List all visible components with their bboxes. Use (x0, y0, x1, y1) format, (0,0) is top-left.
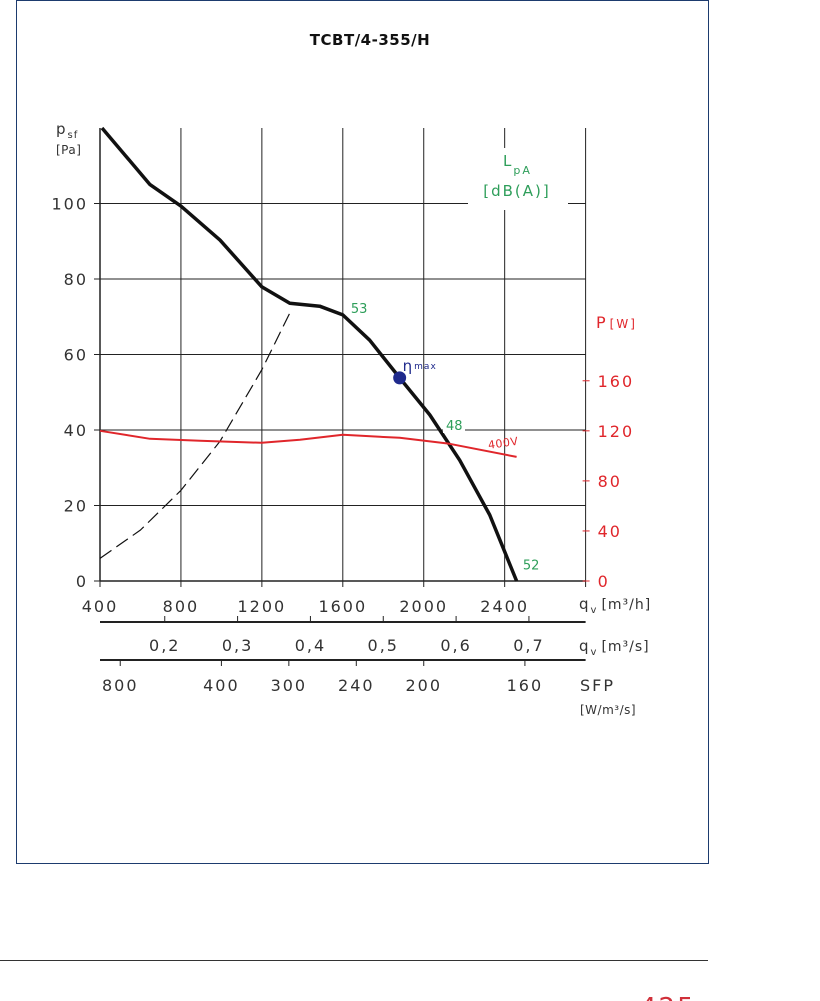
lpa-label-sub: pA (513, 164, 532, 177)
x2-tick-label: 0,2 (149, 636, 180, 655)
x-tick-label: 800 (163, 597, 200, 616)
series-line (100, 126, 519, 582)
x3-tick-label: 300 (271, 676, 308, 695)
y2-tick-label: 0 (598, 572, 610, 591)
x-tick-label: 1600 (318, 597, 367, 616)
series-line (99, 312, 291, 559)
x2-tick-label: 0,3 (222, 636, 253, 655)
lpa-value: 48 (446, 419, 463, 434)
x2-tick-label: 0,6 (440, 636, 471, 655)
x-label-unit: [m³/h] (601, 597, 651, 613)
y-label: psf (56, 120, 78, 141)
x3-tick-label: 800 (102, 676, 139, 695)
x2-tick-label: 0,4 (295, 636, 326, 655)
eta-symbol: η (403, 357, 415, 375)
y-tick-label: 100 (51, 195, 88, 214)
y2-tick-label: 40 (598, 522, 622, 541)
chart-title: TCBT/4-355/H (310, 31, 430, 49)
y2-label-unit: [W] (610, 317, 637, 331)
y-tick-label: 60 (64, 346, 88, 365)
y-label-sub: sf (68, 130, 79, 141)
x2-label-main: q (579, 637, 591, 655)
x3-tick-label: 200 (405, 676, 442, 695)
y-tick-label: 80 (64, 270, 88, 289)
x2-label: qv [m³/s] (579, 637, 650, 658)
x-tick-label: 400 (82, 597, 119, 616)
x-tick-label: 2000 (399, 597, 448, 616)
x-tick-label: 1200 (238, 597, 287, 616)
y-tick-label: 40 (64, 421, 88, 440)
x2-label-sub: v (591, 647, 598, 658)
page-number: 425 (640, 993, 696, 1001)
x2-label-unit: [m³/s] (601, 639, 649, 655)
x2-tick-label: 0,5 (368, 636, 399, 655)
eta-max-point (393, 371, 407, 385)
x-tick-label: 2400 (480, 597, 529, 616)
lpa-label: LpA (503, 152, 532, 177)
eta-max-label: ηmax (403, 357, 437, 375)
y2-tick-label: 80 (598, 472, 622, 491)
y-label-unit: [Pa] (56, 143, 81, 157)
lpa-value-bg (442, 418, 465, 433)
x3-label: SFP (580, 676, 615, 695)
y2-tick-label: 160 (598, 372, 635, 391)
x3-label-unit: [W/m³/s] (580, 703, 636, 717)
y2-label: P [W] (596, 313, 637, 332)
y-label-main: p (56, 120, 68, 138)
series-line (99, 429, 517, 458)
series-label: 400V (487, 435, 519, 452)
lpa-label-main: L (503, 152, 513, 170)
lpa-value: 52 (523, 559, 540, 574)
x-label: qv [m³/h] (579, 595, 651, 616)
y-tick-label: 0 (76, 572, 88, 591)
x3-tick-label: 240 (338, 676, 375, 695)
lpa-value-bg (347, 300, 370, 316)
eta-sub: max (414, 362, 437, 372)
lpa-value-bg (519, 557, 542, 573)
x-label-main: q (579, 595, 591, 613)
x2-tick-label: 0,7 (513, 636, 544, 655)
lpa-label-unit: [dB(A)] (483, 182, 550, 200)
x-label-sub: v (591, 605, 598, 616)
x3-tick-label: 160 (507, 676, 544, 695)
x3-tick-label: 400 (203, 676, 240, 695)
frame (16, 0, 709, 864)
lpa-box (468, 148, 568, 210)
y2-tick-label: 120 (598, 422, 635, 441)
y2-label-main: P (596, 313, 608, 332)
lpa-value: 53 (351, 302, 368, 317)
y-tick-label: 20 (64, 497, 88, 516)
